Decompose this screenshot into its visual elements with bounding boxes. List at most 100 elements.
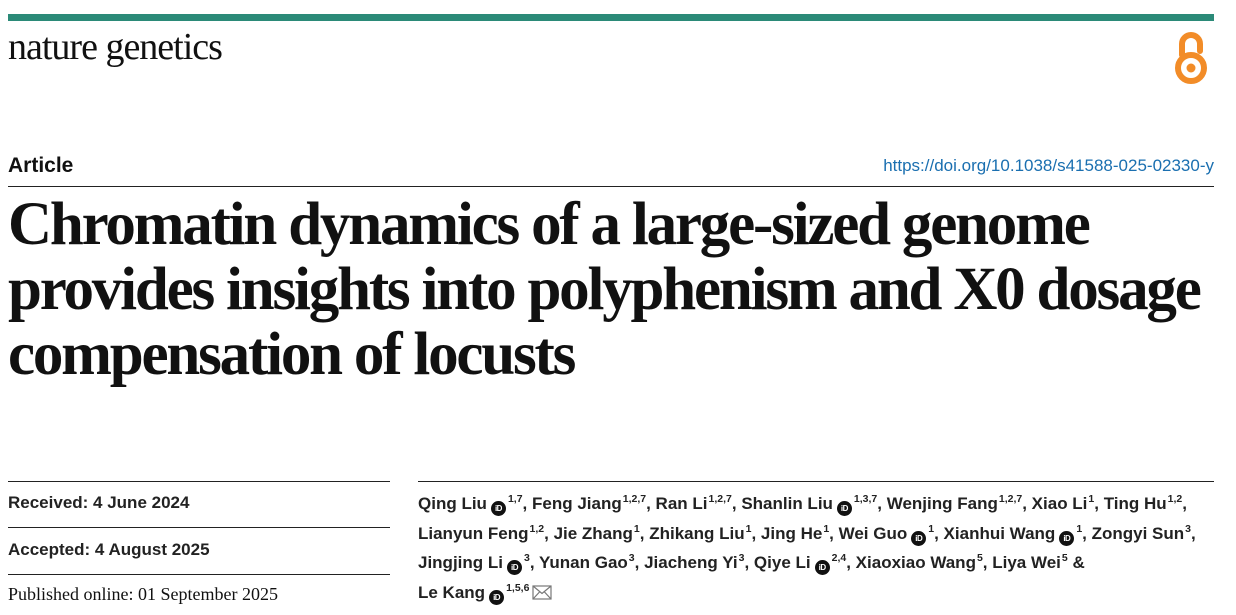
author-name-text: Jingjing Li	[418, 553, 503, 572]
author-name-text: Jiacheng Yi	[644, 553, 738, 572]
dates-divider-top	[8, 481, 390, 482]
orcid-icon[interactable]: iD	[836, 501, 852, 516]
affiliation-marker[interactable]: 1	[1088, 493, 1095, 505]
affiliation-marker[interactable]: 1	[928, 522, 935, 535]
open-access-lock-icon[interactable]	[1172, 27, 1210, 85]
author-name-text: Wenjing Fang	[886, 494, 998, 513]
author-separator: ,	[544, 523, 554, 543]
author-name[interactable]: Yunan Gao3	[539, 553, 635, 572]
author-name[interactable]: Zongyi Sun3	[1091, 522, 1191, 543]
affiliation-marker[interactable]: 5	[1061, 552, 1068, 564]
author-separator: ,	[1094, 494, 1104, 513]
author-name-text: Xianhui Wang	[943, 523, 1056, 543]
doi-link[interactable]: https://doi.org/10.1038/s41588-025-02330…	[883, 156, 1214, 175]
orcid-icon[interactable]: iD	[1059, 530, 1075, 546]
affiliation-marker[interactable]: 3	[524, 552, 530, 564]
affiliation-marker[interactable]: 3	[1185, 522, 1191, 535]
author-name[interactable]: Xianhui Wang iD1	[943, 522, 1083, 546]
dates-divider	[8, 527, 390, 528]
author-name-text: Ran Li	[655, 494, 708, 513]
article-title: Chromatin dynamics of a large-sized geno…	[8, 191, 1202, 388]
orcid-icon[interactable]: iD	[911, 530, 927, 546]
author-separator: ,	[744, 553, 754, 572]
author-name-text: Lianyun Feng	[418, 523, 529, 543]
author-name-text: Xiao Li	[1031, 494, 1088, 513]
author-separator: ,	[846, 553, 856, 572]
author-name[interactable]: Xiaoxiao Wang5	[856, 553, 983, 572]
author-separator: ,	[829, 523, 839, 543]
affiliation-marker[interactable]: 1	[1076, 522, 1083, 535]
author-separator: ,	[1191, 523, 1196, 543]
author-name[interactable]: Jie Zhang1	[553, 522, 640, 543]
authors-divider-top	[418, 481, 1214, 482]
author-name-text: Wei Guo	[838, 523, 908, 543]
affiliation-marker[interactable]: 2,4	[831, 552, 847, 564]
author-name-text: Qing Liu	[418, 494, 487, 513]
author-name[interactable]: Jingjing Li iD3	[418, 552, 530, 575]
affiliation-marker[interactable]: 5	[976, 552, 983, 564]
affiliation-marker[interactable]: 3	[628, 552, 635, 564]
author-name-text: Jie Zhang	[553, 523, 633, 543]
affiliation-marker[interactable]: 1,2	[529, 522, 545, 535]
affiliation-marker[interactable]: 1,2,7	[622, 493, 647, 505]
author-separator: ,	[1082, 523, 1092, 543]
author-separator: ,	[934, 523, 944, 543]
author-separator: ,	[1022, 494, 1032, 513]
author-separator: ,	[877, 494, 887, 513]
orcid-icon[interactable]: iD	[489, 589, 505, 605]
author-name[interactable]: Jiacheng Yi3	[644, 553, 744, 572]
affiliation-marker[interactable]: 1,2,7	[708, 493, 732, 505]
author-name-text: Zongyi Sun	[1091, 523, 1185, 543]
affiliation-marker[interactable]: 3	[738, 552, 745, 564]
affiliation-marker[interactable]: 1	[745, 522, 752, 535]
author-name-text: Zhikang Liu	[649, 523, 745, 543]
author-name-text: Yunan Gao	[538, 553, 628, 572]
author-separator: &	[1067, 553, 1085, 572]
orcid-icon[interactable]: iD	[490, 501, 506, 516]
author-separator: ,	[751, 523, 761, 543]
author-name[interactable]: Qing Liu iD1,7	[418, 493, 523, 516]
author-separator: ,	[529, 553, 539, 572]
received-date: Received: 4 June 2024	[8, 493, 190, 512]
article-type-label: Article	[8, 154, 74, 177]
affiliation-marker[interactable]: 1,2,7	[998, 493, 1023, 505]
author-separator: ,	[731, 494, 742, 513]
orcid-icon[interactable]: iD	[507, 560, 522, 575]
author-separator: ,	[982, 553, 993, 572]
author-separator: ,	[522, 494, 532, 513]
author-name[interactable]: Wenjing Fang1,2,7	[887, 494, 1022, 513]
author-name[interactable]: Jing He1	[760, 522, 830, 543]
author-name[interactable]: Lianyun Feng1,2	[418, 522, 545, 543]
author-name[interactable]: Zhikang Liu1	[649, 522, 752, 543]
affiliation-marker[interactable]: 1,2	[1167, 493, 1183, 505]
author-separator: ,	[634, 553, 645, 572]
affiliation-marker[interactable]: 1,3,7	[853, 493, 878, 505]
author-name-text: Xiaoxiao Wang	[855, 553, 976, 572]
author-name-text: Liya Wei	[992, 553, 1061, 572]
journal-accent-bar	[8, 14, 1214, 21]
author-name[interactable]: Ran Li1,2,7	[656, 494, 732, 513]
affiliation-marker[interactable]: 1	[633, 522, 640, 535]
affiliation-marker[interactable]: 1,5,6	[506, 581, 530, 594]
author-name-text: Ting Hu	[1103, 494, 1167, 513]
author-list: Qing Liu iD1,7, Feng Jiang1,2,7, Ran Li1,…	[418, 489, 1218, 607]
envelope-icon[interactable]	[532, 584, 553, 600]
author-name-text: Jing He	[760, 523, 823, 543]
author-name[interactable]: Xiao Li1	[1032, 494, 1095, 513]
author-name[interactable]: Feng Jiang1,2,7	[532, 494, 646, 513]
affiliation-marker[interactable]: 1	[823, 522, 830, 535]
author-name[interactable]: Wei Guo iD1	[838, 522, 935, 546]
author-name[interactable]: Ting Hu1,2	[1104, 494, 1183, 513]
author-name[interactable]: Liya Wei5	[992, 553, 1068, 572]
author-name-text: Feng Jiang	[532, 494, 622, 513]
author-name[interactable]: Le Kang iD1,5,6	[418, 581, 553, 605]
author-name-text: Shanlin Liu	[741, 494, 833, 513]
affiliation-marker[interactable]: 1,7	[507, 493, 523, 505]
author-separator: ,	[639, 523, 650, 543]
journal-name[interactable]: nature genetics	[8, 26, 223, 68]
author-separator: ,	[1182, 494, 1187, 513]
author-name[interactable]: Shanlin Liu iD1,3,7	[741, 493, 878, 516]
orcid-icon[interactable]: iD	[814, 560, 830, 575]
author-name-text: Qiye Li	[753, 553, 811, 572]
author-name[interactable]: Qiye Li iD2,4	[753, 552, 847, 575]
